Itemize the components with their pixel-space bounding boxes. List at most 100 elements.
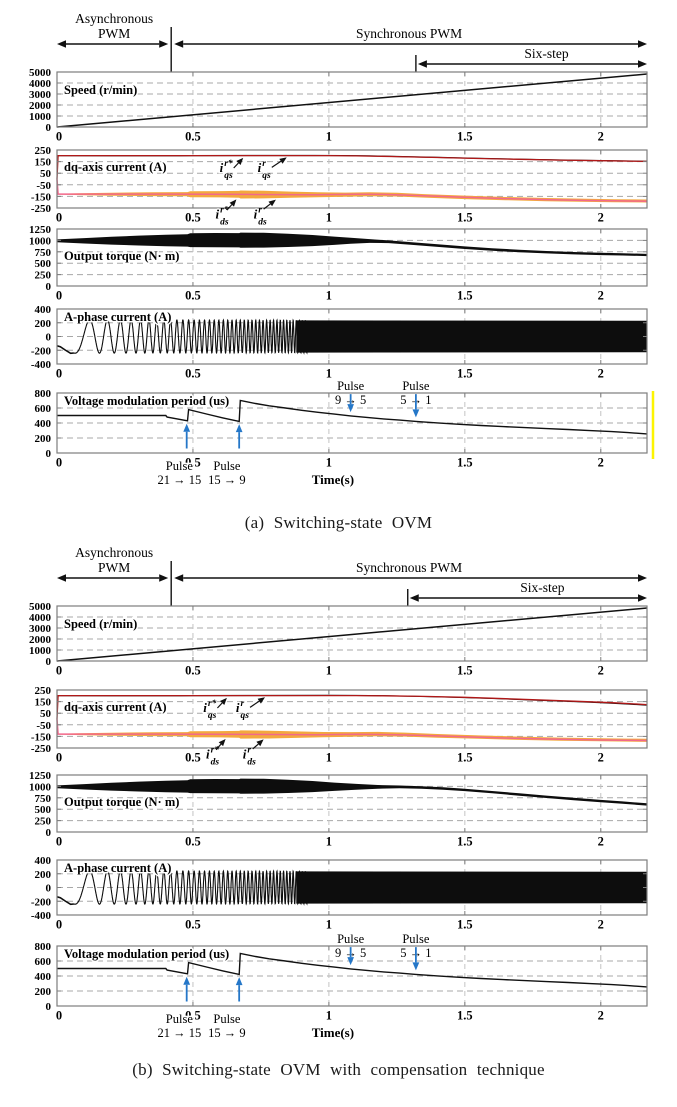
x-tick-label: 0.5 bbox=[185, 211, 201, 225]
x-tick-label: 0 bbox=[56, 664, 62, 678]
pulse-label: 21 → 15 bbox=[157, 473, 201, 487]
ids-ref-label: i r* ds bbox=[214, 199, 237, 227]
asynchronous-pwm-label-line2: PWM bbox=[98, 26, 130, 41]
x-tick-label: 1.5 bbox=[457, 456, 473, 470]
vmod-trace bbox=[57, 952, 648, 988]
y-tick-label: 600 bbox=[35, 403, 52, 415]
y-tick-label: 3000 bbox=[29, 623, 52, 635]
iqs-label-arrow bbox=[271, 157, 287, 168]
x-tick-label: 0 bbox=[56, 367, 62, 381]
y-tick-label: 1000 bbox=[29, 645, 52, 657]
ids-label-arrow bbox=[252, 739, 264, 750]
x-tick-label: 1 bbox=[326, 835, 332, 849]
six-step-arrow bbox=[417, 60, 647, 68]
label-text: ds bbox=[211, 757, 220, 767]
x-tick-label: 1.5 bbox=[457, 835, 473, 849]
x-tick-label: 0 bbox=[56, 918, 62, 932]
y-tick-label: 3000 bbox=[29, 89, 52, 101]
plot-title-torque: Output torque (N· m) bbox=[64, 795, 179, 809]
x-tick-label: 0 bbox=[56, 835, 62, 849]
x-tick-label: 1.5 bbox=[457, 367, 473, 381]
y-tick-label: 1250 bbox=[29, 770, 52, 782]
x-tick-label: 0 bbox=[56, 456, 62, 470]
iqs-ref bbox=[56, 694, 648, 720]
x-tick-label: 1.5 bbox=[457, 1009, 473, 1023]
plot-title-dq-current: dq-axis current (A) bbox=[64, 160, 167, 174]
iqs-ref bbox=[56, 154, 648, 180]
y-tick-label: 400 bbox=[35, 304, 52, 316]
y-tick-label: 1000 bbox=[29, 781, 52, 793]
chirp-wave bbox=[73, 869, 308, 906]
y-tick-label: 400 bbox=[35, 855, 52, 867]
x-tick-label: 2 bbox=[598, 1009, 604, 1023]
y-tick-label: -150 bbox=[31, 731, 52, 743]
x-tick-label: 0.5 bbox=[185, 664, 201, 678]
label-text: r bbox=[262, 159, 266, 169]
label-text: r* bbox=[208, 698, 217, 709]
pulse-arrow bbox=[347, 947, 354, 966]
pulse-arrow bbox=[235, 977, 243, 1002]
plot-frame bbox=[56, 71, 648, 128]
pulse-label: Pulse bbox=[166, 1012, 194, 1026]
y-tick-label: 2000 bbox=[29, 100, 52, 112]
iqs-ref-label-arrow bbox=[233, 157, 244, 169]
six-step-label: Six-step bbox=[524, 46, 569, 61]
startup-transient bbox=[56, 896, 74, 906]
label-text: i bbox=[203, 700, 207, 715]
y-tick-label: 500 bbox=[35, 258, 52, 270]
y-tick-label: 150 bbox=[35, 157, 52, 169]
plot-title-a-phase-current: A-phase current (A) bbox=[64, 861, 171, 875]
ids-band bbox=[57, 730, 647, 742]
ids-label-arrow bbox=[263, 199, 276, 210]
asynchronous-pwm-arrow bbox=[57, 574, 169, 582]
y-tick-label: 200 bbox=[35, 433, 52, 445]
torque-band bbox=[57, 778, 647, 806]
pulse-label: Pulse bbox=[166, 459, 194, 473]
asynchronous-pwm-label: Asynchronous bbox=[75, 545, 153, 560]
pulse-arrow bbox=[235, 424, 243, 449]
x-tick-label: 0 bbox=[56, 289, 62, 303]
ids-label: i r ds bbox=[252, 199, 276, 227]
pulse-arrow bbox=[183, 423, 191, 449]
y-tick-label: 1250 bbox=[29, 224, 52, 236]
plot-title-voltage-modulation-period: Voltage modulation period (us) bbox=[64, 947, 229, 961]
x-tick-label: 1 bbox=[326, 751, 332, 765]
synchronous-pwm-arrow bbox=[174, 40, 647, 48]
label-text: i bbox=[243, 746, 247, 761]
y-tick-label: 0 bbox=[46, 448, 52, 460]
y-tick-label: 1000 bbox=[29, 235, 52, 247]
x-tick-label: 0 bbox=[56, 211, 62, 225]
plot-frame bbox=[56, 774, 648, 833]
y-tick-label: 0 bbox=[46, 281, 52, 293]
y-tick-label: -50 bbox=[36, 720, 51, 732]
chirp-wave bbox=[73, 318, 308, 355]
x-tick-label: 2 bbox=[598, 664, 604, 678]
dense-band bbox=[296, 320, 647, 353]
six-step-arrow bbox=[409, 594, 647, 602]
pulse-label: Pulse bbox=[213, 459, 241, 473]
plot-frame bbox=[56, 149, 648, 209]
speed-trace bbox=[56, 73, 648, 128]
asynchronous-pwm-label-line2: PWM bbox=[98, 560, 130, 575]
x-tick-label: 1.5 bbox=[457, 289, 473, 303]
x-tick-label: 1.5 bbox=[457, 130, 473, 144]
startup-transient bbox=[56, 345, 74, 355]
x-tick-label: 1 bbox=[326, 289, 332, 303]
y-tick-label: 0 bbox=[46, 332, 52, 344]
ids-ref-label-arrow bbox=[215, 739, 226, 751]
x-tick-label: 1 bbox=[326, 130, 332, 144]
label-text: i bbox=[206, 746, 210, 761]
label-text: i bbox=[258, 160, 262, 175]
pulse-arrow bbox=[183, 976, 191, 1002]
y-tick-label: 600 bbox=[35, 956, 52, 968]
